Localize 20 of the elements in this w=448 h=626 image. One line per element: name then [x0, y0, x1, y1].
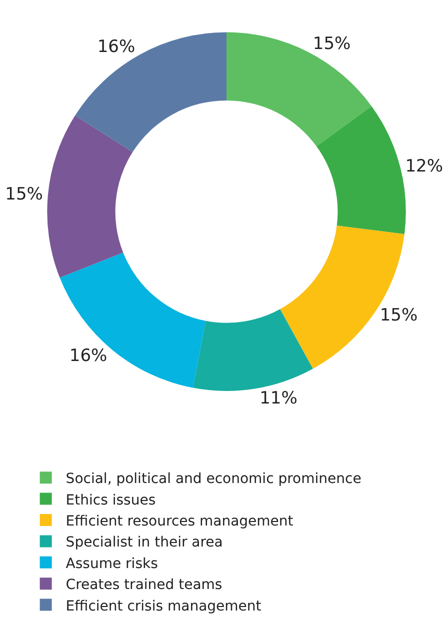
data-label: 15% — [5, 184, 43, 205]
data-label: 15% — [380, 306, 418, 326]
data-label: 16% — [69, 346, 108, 366]
donut-slice — [226, 32, 372, 146]
legend-label: Efficient crisis management — [66, 598, 262, 614]
legend-label: Social, political and economic prominence — [66, 471, 362, 488]
donut-slice — [192, 309, 313, 391]
legend-label: Specialist in their area — [66, 534, 223, 551]
donut-slice — [316, 106, 406, 234]
legend-label: Assume risks — [66, 556, 158, 572]
data-label: 15% — [312, 34, 351, 54]
donut-slice — [47, 116, 133, 278]
data-label: 11% — [260, 388, 298, 409]
data-label: 12% — [405, 156, 444, 176]
legend-label: Ethics issues — [66, 492, 156, 508]
legend-label: Creates trained teams — [66, 577, 222, 594]
donut-slice — [75, 32, 226, 152]
donut-slice — [60, 252, 206, 388]
data-label: 16% — [97, 36, 136, 57]
legend-label: Efficient resources management — [66, 513, 294, 530]
